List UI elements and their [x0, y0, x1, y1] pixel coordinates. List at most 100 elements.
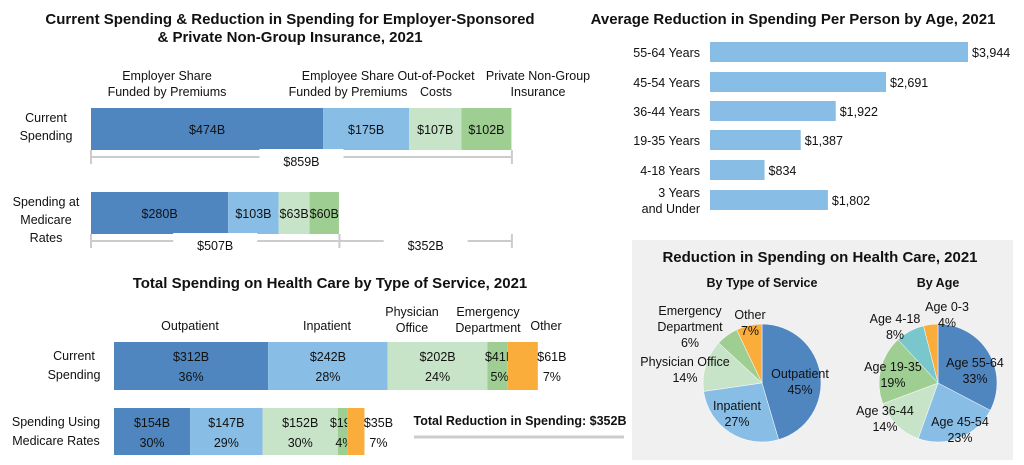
pie-subtitle: By Age [917, 276, 960, 290]
pie-slice [761, 323, 822, 440]
bar-label: $107B [417, 123, 453, 137]
slice-label: Outpatient [771, 367, 829, 381]
total-label: $507B [197, 239, 233, 253]
bar [710, 42, 968, 62]
pie-subtitle: By Type of Service [707, 276, 818, 290]
legend-label: Department [455, 321, 521, 335]
slice-label: Physician Office [640, 355, 729, 369]
legend-label: Outpatient [161, 319, 219, 333]
category-label: and Under [642, 202, 700, 216]
legend-label: Out-of-Pocket [397, 69, 475, 83]
category-label: 19-35 Years [633, 134, 700, 148]
bar-label: $1,802 [832, 194, 870, 208]
bracket-gap [383, 233, 468, 251]
bar-segment [228, 192, 279, 234]
legend-label: Insurance [511, 85, 566, 99]
bar-segment [387, 342, 488, 390]
bar-percent: 7% [369, 436, 387, 450]
legend-label: Physician [385, 305, 439, 319]
slice-label: 23% [947, 431, 972, 445]
legend-label: Private Non-Group [486, 69, 590, 83]
pie-slice [917, 382, 991, 443]
slice-label: 19% [880, 376, 905, 390]
legend-label: Inpatient [303, 319, 351, 333]
category-label: Current [25, 111, 67, 125]
bar-label: $63B [280, 207, 309, 221]
slice-label: Department [657, 320, 723, 334]
bar-percent: 7% [543, 370, 561, 384]
bar-label: $242B [310, 350, 346, 364]
pie-slice [923, 323, 939, 384]
bar-label: $35B [364, 416, 393, 430]
legend-label: Employer Share [122, 69, 212, 83]
pie-slice [703, 382, 779, 443]
bar-label: $154B [134, 416, 170, 430]
chart-title: Total Spending on Health Care by Type of… [133, 275, 528, 292]
category-label: 3 Years [658, 186, 700, 200]
category-label: Medicare [20, 213, 71, 227]
category-label: Current [53, 349, 95, 363]
slice-label: 6% [681, 336, 699, 350]
legend-label: Funded by Premiums [108, 85, 227, 99]
bar-segment [114, 342, 269, 390]
bracket-gap [173, 233, 258, 251]
bar-segment [91, 108, 324, 150]
bar-segment [337, 408, 348, 455]
legend-label: Costs [420, 85, 452, 99]
bar [710, 72, 887, 92]
bar-segment [262, 408, 338, 455]
slice-label: Age 19-35 [864, 360, 922, 374]
bar-segment [91, 192, 229, 234]
bar-label: $834 [769, 164, 797, 178]
slice-label: Age 55-64 [946, 356, 1004, 370]
bar [710, 190, 828, 210]
bar-segment [487, 342, 508, 390]
slice-label: 33% [962, 372, 987, 386]
slice-label: 45% [787, 383, 812, 397]
bar [710, 101, 836, 121]
bar-label: $61B [537, 350, 566, 364]
legend-label: Funded by Premiums [289, 85, 408, 99]
bar-percent: 28% [315, 370, 340, 384]
chart-title: Current Spending & Reduction in Spending… [45, 11, 534, 28]
bar-segment [309, 192, 339, 234]
legend-label: Office [396, 321, 428, 335]
legend-label: Emergency [456, 305, 520, 319]
slice-label: 27% [724, 415, 749, 429]
category-label: Spending Using [12, 415, 100, 429]
category-label: Medicare Rates [12, 434, 100, 448]
chart-title: Average Reduction in Spending Per Person… [591, 11, 996, 28]
bar-segment [323, 108, 410, 150]
bar-label: $147B [208, 416, 244, 430]
category-label: Spending at [13, 195, 80, 209]
bar-label: $2,691 [890, 76, 928, 90]
slice-label: 8% [886, 328, 904, 342]
bar-label: $1,922 [840, 105, 878, 119]
bar-percent: 36% [179, 370, 204, 384]
slice-label: Age 4-18 [870, 312, 921, 326]
pie-slice [882, 382, 939, 439]
pie-slice [736, 323, 763, 384]
bar-percent: 5% [491, 370, 509, 384]
pie-slice [937, 323, 998, 411]
annotation: Total Reduction in Spending: $352B [414, 414, 627, 428]
bar-percent: 29% [214, 436, 239, 450]
bar-segment [278, 192, 310, 234]
bar-label: $202B [419, 350, 455, 364]
pie-slice [878, 339, 939, 404]
bar-label: $280B [142, 207, 178, 221]
bar-label: $312B [173, 350, 209, 364]
bar-label: $175B [348, 123, 384, 137]
bar-percent: 30% [288, 436, 313, 450]
bar-label: $103B [235, 207, 271, 221]
bar-segment [190, 408, 263, 455]
bar-segment [114, 408, 191, 455]
bracket-gap [259, 149, 344, 167]
slice-label: 14% [872, 420, 897, 434]
legend-label: Other [530, 319, 561, 333]
slice-label: 14% [672, 371, 697, 385]
reduction-label: $352B [408, 239, 444, 253]
slice-label: Age 0-3 [925, 300, 969, 314]
total-label: $859B [283, 155, 319, 169]
